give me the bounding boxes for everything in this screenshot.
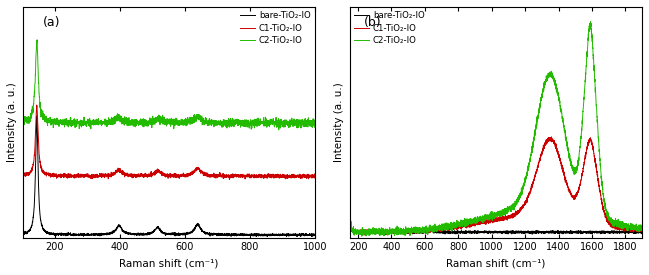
C1-TiO₂-IO [32, 103, 40, 107]
Line: bare-TiO₂-IO: bare-TiO₂-IO [23, 116, 315, 237]
bare-TiO₂-IO [263, 235, 271, 238]
C1-TiO₂-IO [226, 178, 234, 181]
bare-TiO₂-IO [528, 233, 536, 236]
Legend: bare-TiO₂-IO, C1-TiO₂-IO, C2-TiO₂-IO: bare-TiO₂-IO, C1-TiO₂-IO, C2-TiO₂-IO [240, 11, 311, 45]
C1-TiO₂-IO [269, 175, 276, 178]
C2-TiO₂-IO [182, 117, 190, 120]
C2-TiO₂-IO [275, 128, 283, 131]
C1-TiO₂-IO [548, 135, 556, 139]
Line: bare-TiO₂-IO: bare-TiO₂-IO [350, 221, 642, 234]
C2-TiO₂-IO [452, 223, 459, 226]
bare-TiO₂-IO [532, 230, 539, 233]
C1-TiO₂-IO [532, 172, 539, 175]
C2-TiO₂-IO [257, 122, 265, 125]
bare-TiO₂-IO [346, 225, 354, 229]
C2-TiO₂-IO [33, 38, 41, 42]
Y-axis label: Intensity (a. u.): Intensity (a. u.) [7, 82, 17, 162]
C2-TiO₂-IO [407, 228, 415, 231]
bare-TiO₂-IO [484, 231, 491, 234]
Text: (a): (a) [43, 16, 60, 29]
bare-TiO₂-IO [19, 232, 27, 235]
bare-TiO₂-IO [407, 230, 415, 233]
X-axis label: Raman shift (cm⁻¹): Raman shift (cm⁻¹) [446, 258, 546, 268]
C2-TiO₂-IO [616, 222, 624, 226]
X-axis label: Raman shift (cm⁻¹): Raman shift (cm⁻¹) [119, 258, 219, 268]
C2-TiO₂-IO [346, 225, 354, 228]
Text: (b): (b) [364, 16, 382, 29]
C2-TiO₂-IO [25, 116, 32, 119]
Line: C1-TiO₂-IO: C1-TiO₂-IO [350, 137, 642, 235]
C1-TiO₂-IO [407, 231, 415, 234]
C1-TiO₂-IO [361, 233, 369, 236]
C1-TiO₂-IO [484, 219, 491, 222]
bare-TiO₂-IO [132, 233, 140, 236]
bare-TiO₂-IO [347, 219, 354, 222]
bare-TiO₂-IO [269, 233, 276, 237]
C1-TiO₂-IO [182, 175, 190, 178]
bare-TiO₂-IO [519, 231, 527, 234]
C1-TiO₂-IO [25, 174, 32, 177]
Line: C2-TiO₂-IO: C2-TiO₂-IO [23, 40, 315, 130]
Y-axis label: Intensity (a. u.): Intensity (a. u.) [334, 82, 344, 162]
bare-TiO₂-IO [25, 229, 32, 233]
C2-TiO₂-IO [358, 235, 365, 238]
C2-TiO₂-IO [132, 120, 140, 123]
C1-TiO₂-IO [519, 203, 527, 206]
C2-TiO₂-IO [280, 119, 288, 122]
bare-TiO₂-IO [452, 231, 459, 234]
Line: C2-TiO₂-IO: C2-TiO₂-IO [350, 22, 642, 236]
C1-TiO₂-IO [257, 173, 265, 177]
bare-TiO₂-IO [616, 231, 624, 234]
bare-TiO₂-IO [311, 233, 319, 236]
C1-TiO₂-IO [19, 174, 27, 178]
C2-TiO₂-IO [269, 121, 276, 124]
C1-TiO₂-IO [346, 227, 354, 231]
bare-TiO₂-IO [280, 233, 288, 237]
bare-TiO₂-IO [182, 232, 190, 235]
C1-TiO₂-IO [616, 229, 624, 232]
C2-TiO₂-IO [19, 119, 27, 123]
bare-TiO₂-IO [638, 231, 646, 234]
bare-TiO₂-IO [33, 114, 41, 117]
Legend: bare-TiO₂-IO, C1-TiO₂-IO, C2-TiO₂-IO: bare-TiO₂-IO, C1-TiO₂-IO, C2-TiO₂-IO [354, 11, 424, 45]
C2-TiO₂-IO [519, 187, 527, 190]
C2-TiO₂-IO [638, 227, 646, 230]
C2-TiO₂-IO [532, 128, 539, 131]
Line: C1-TiO₂-IO: C1-TiO₂-IO [23, 105, 315, 180]
C1-TiO₂-IO [638, 229, 646, 232]
C2-TiO₂-IO [484, 214, 491, 218]
C1-TiO₂-IO [280, 174, 288, 177]
C2-TiO₂-IO [311, 118, 319, 121]
C1-TiO₂-IO [311, 177, 319, 180]
C2-TiO₂-IO [587, 20, 594, 23]
C1-TiO₂-IO [452, 225, 459, 228]
bare-TiO₂-IO [257, 233, 265, 236]
C1-TiO₂-IO [132, 173, 140, 176]
